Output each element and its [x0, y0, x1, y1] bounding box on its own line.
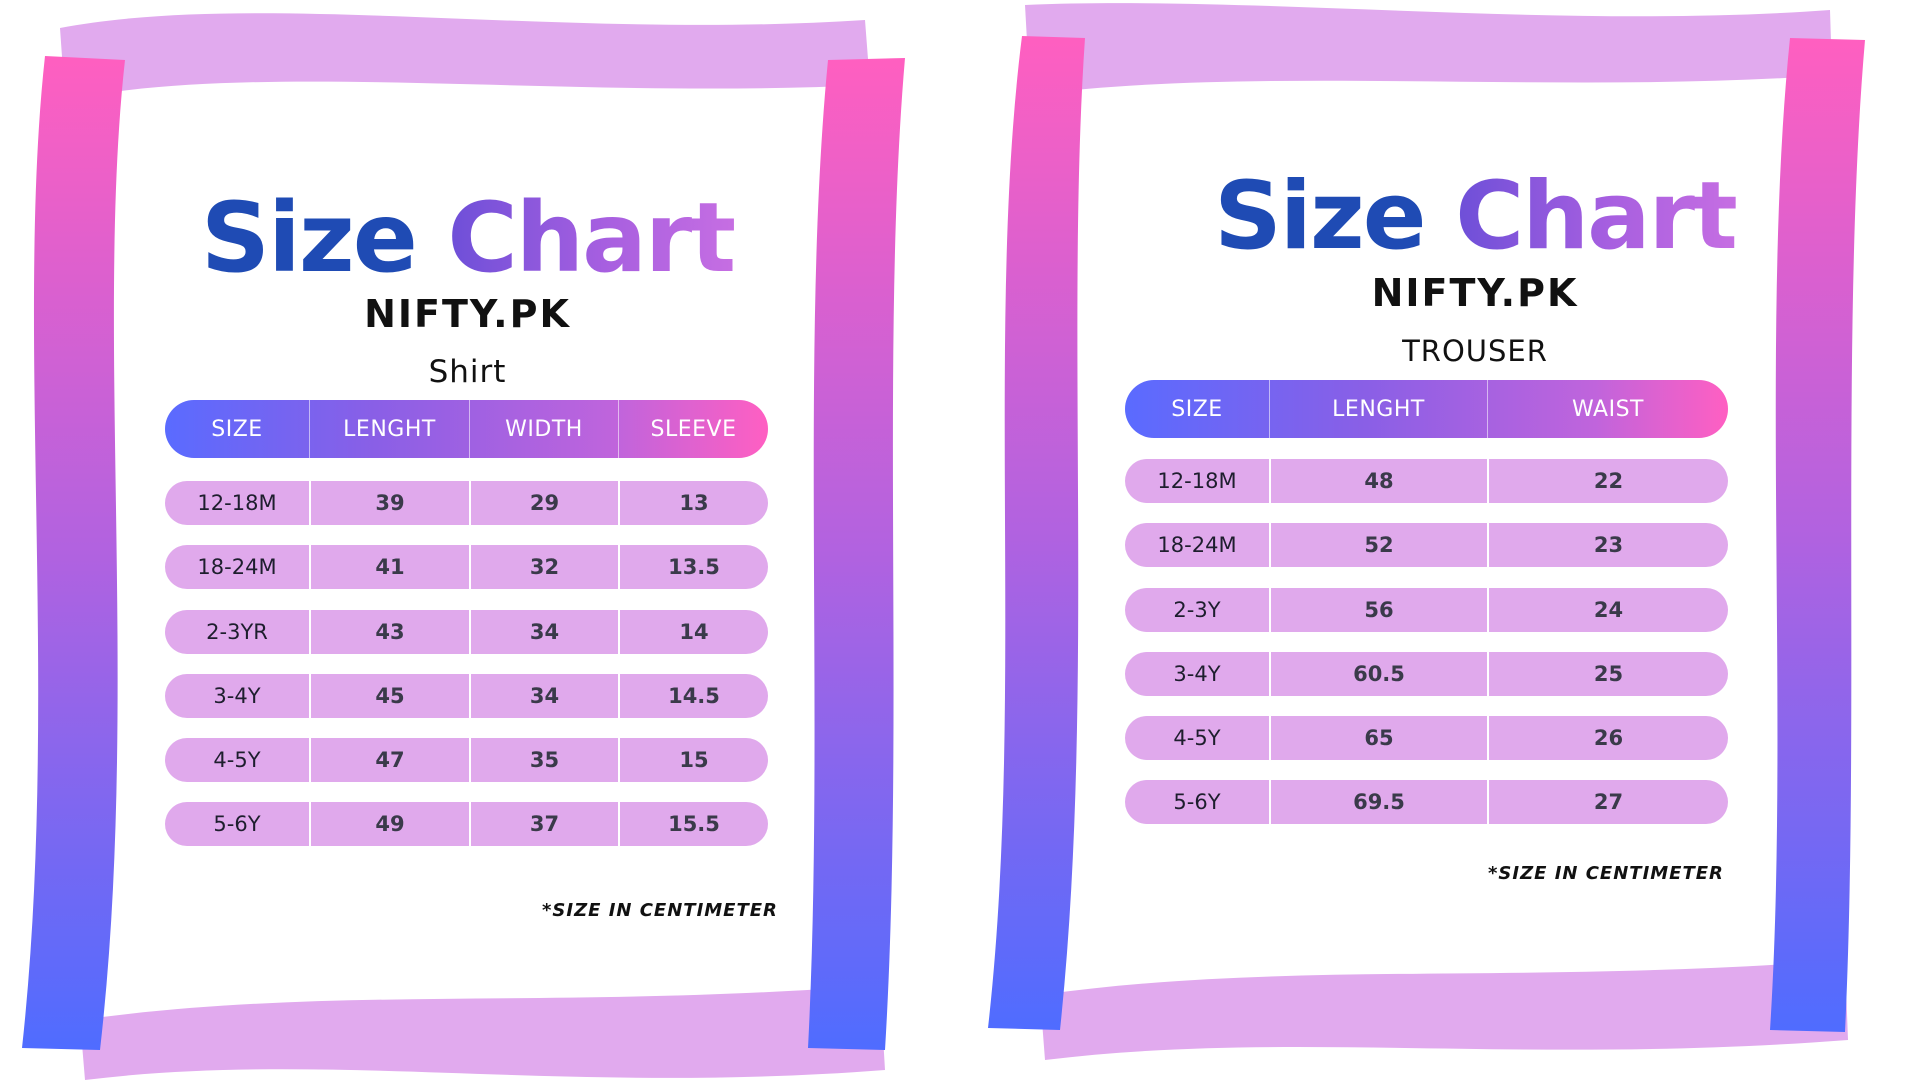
cell-size: 3-4Y [213, 684, 261, 708]
cell-length: 45 [309, 674, 469, 718]
cell-length: 60.5 [1269, 652, 1487, 696]
cell-sleeve: 15 [618, 738, 768, 782]
cell-sleeve: 15.5 [618, 802, 768, 846]
cell-length: 69.5 [1269, 780, 1487, 824]
cell-length: 48 [1269, 459, 1487, 503]
cell-sleeve: 14 [618, 610, 768, 654]
table-row: 3-4Y 60.5 25 [1125, 652, 1728, 696]
cell-length: 39 [309, 481, 469, 525]
cell-width: 29 [469, 481, 618, 525]
cell-sleeve: 14.5 [618, 674, 768, 718]
cell-width: 35 [469, 738, 618, 782]
cell-length: 65 [1269, 716, 1487, 760]
cell-length: 56 [1269, 588, 1487, 632]
brand-name: NIFTY.PK [364, 292, 571, 336]
cell-waist: 24 [1487, 588, 1728, 632]
cell-sleeve: 13.5 [618, 545, 768, 589]
table-row: 18-24M 41 32 13.5 [165, 545, 768, 589]
cell-waist: 26 [1487, 716, 1728, 760]
brand-name: NIFTY.PK [1371, 271, 1579, 315]
table-row: 2-3Y 56 24 [1125, 588, 1728, 632]
page-title: Size Chart [0, 190, 935, 286]
cell-size: 4-5Y [213, 748, 261, 772]
cell-width: 34 [469, 674, 618, 718]
cell-waist: 22 [1487, 459, 1728, 503]
cell-width: 34 [469, 610, 618, 654]
cell-size: 12-18M [1157, 469, 1237, 493]
cell-waist: 23 [1487, 523, 1728, 567]
table-row: 18-24M 52 23 [1125, 523, 1728, 567]
header-length: LENGHT [309, 400, 469, 458]
cell-waist: 25 [1487, 652, 1728, 696]
cell-width: 37 [469, 802, 618, 846]
header-sleeve: SLEEVE [618, 400, 768, 458]
title-word-size: Size [200, 182, 418, 294]
cell-length: 43 [309, 610, 469, 654]
page-title: Size Chart [960, 170, 1920, 264]
table-subtitle: Shirt [428, 354, 507, 390]
cell-waist: 27 [1487, 780, 1728, 824]
header-length: LENGHT [1269, 380, 1487, 438]
cell-size: 5-6Y [1173, 790, 1221, 814]
header-width: WIDTH [469, 400, 618, 458]
cell-size: 5-6Y [213, 812, 261, 836]
table-header: SIZE LENGHT WAIST [1125, 380, 1728, 438]
shirt-size-card: Size Chart NIFTY.PK Shirt SIZE LENGHT WI… [0, 190, 935, 921]
cell-size: 12-18M [197, 491, 277, 515]
cell-size: 2-3Y [1173, 598, 1221, 622]
cell-size: 3-4Y [1173, 662, 1221, 686]
table-row: 12-18M 48 22 [1125, 459, 1728, 503]
cell-width: 32 [469, 545, 618, 589]
cell-length: 47 [309, 738, 469, 782]
title-word-size: Size [1214, 162, 1426, 271]
title-word-chart: Chart [1455, 162, 1738, 271]
cell-length: 49 [309, 802, 469, 846]
trouser-size-card: Size Chart NIFTY.PK TROUSER SIZE LENGHT … [960, 0, 1920, 1080]
table-row: 12-18M 39 29 13 [165, 481, 768, 525]
units-note: *SIZE IN CENTIMETER [542, 900, 778, 921]
table-header: SIZE LENGHT WIDTH SLEEVE [165, 400, 768, 458]
cell-size: 18-24M [1157, 533, 1237, 557]
table-subtitle: TROUSER [1402, 334, 1548, 368]
table-row: 4-5Y 47 35 15 [165, 738, 768, 782]
cell-size: 18-24M [197, 555, 277, 579]
table-row: 4-5Y 65 26 [1125, 716, 1728, 760]
header-waist: WAIST [1487, 380, 1728, 438]
units-note: *SIZE IN CENTIMETER [1488, 863, 1724, 884]
cell-length: 52 [1269, 523, 1487, 567]
header-size: SIZE [211, 416, 263, 442]
cell-sleeve: 13 [618, 481, 768, 525]
cell-length: 41 [309, 545, 469, 589]
header-size: SIZE [1171, 396, 1223, 422]
table-row: 3-4Y 45 34 14.5 [165, 674, 768, 718]
cell-size: 4-5Y [1173, 726, 1221, 750]
table-row: 5-6Y 49 37 15.5 [165, 802, 768, 846]
cell-size: 2-3YR [206, 620, 268, 644]
table-row: 2-3YR 43 34 14 [165, 610, 768, 654]
title-word-chart: Chart [447, 182, 736, 294]
table-row: 5-6Y 69.5 27 [1125, 780, 1728, 824]
